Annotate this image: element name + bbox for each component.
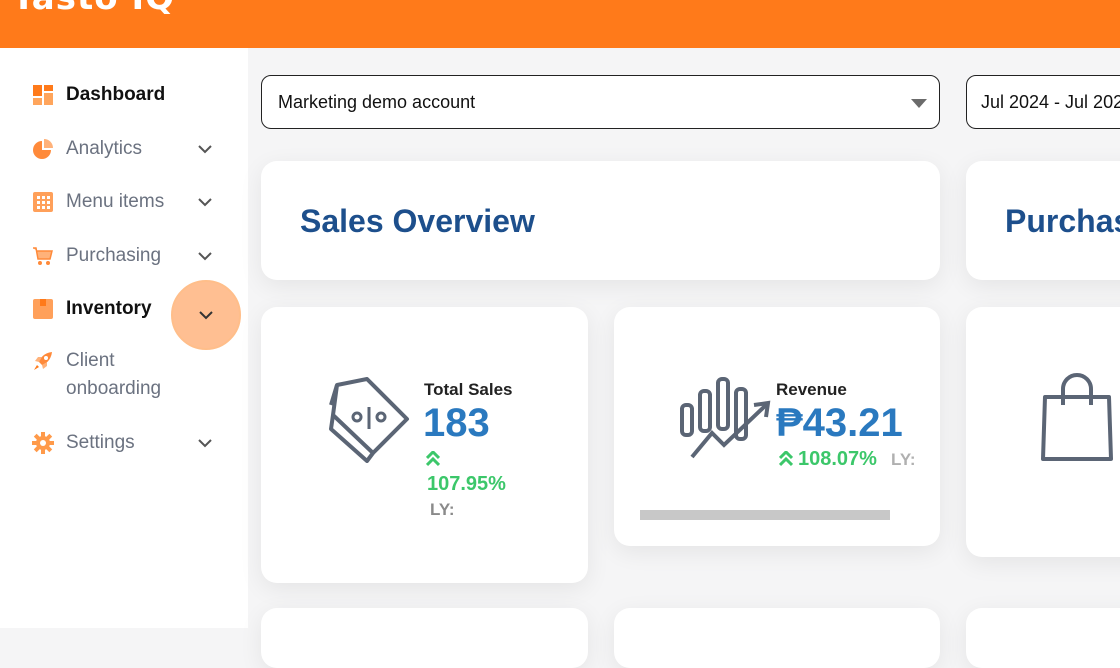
sales-overview-header: Sales Overview xyxy=(261,161,940,280)
sidebar-item-dashboard[interactable]: Dashboard xyxy=(32,80,222,110)
box-icon xyxy=(32,298,54,320)
price-tag-icon xyxy=(327,373,415,468)
brand-logo: Tasto IQ xyxy=(12,0,175,18)
purchasing-overview-header: Purchasing Overview xyxy=(966,161,1120,280)
sidebar-item-inventory[interactable]: Inventory xyxy=(32,294,222,324)
trend-chart-icon xyxy=(680,375,772,466)
sidebar-item-client-onboarding[interactable]: Client onboarding xyxy=(32,347,222,407)
sidebar-item-label: Purchasing xyxy=(66,245,162,266)
date-range-value: Jul 2024 - Jul 2024 xyxy=(981,91,1120,112)
scrollbar[interactable] xyxy=(640,510,890,520)
metric-title: Total Sales xyxy=(424,380,513,399)
metric-value: 183 xyxy=(423,401,490,445)
grid-icon xyxy=(32,191,54,213)
caret-down-icon xyxy=(911,99,927,108)
bottom-card xyxy=(261,608,588,668)
rocket-icon xyxy=(32,350,54,372)
metric-last-year: LY: xyxy=(430,500,455,519)
cart-icon xyxy=(32,245,54,267)
sidebar-item-label: Client xyxy=(66,350,115,371)
shopping-bag-icon xyxy=(1039,373,1115,468)
metric-title: Revenue xyxy=(776,380,847,399)
bottom-card xyxy=(966,608,1120,668)
inventory-expand-button[interactable] xyxy=(171,280,241,350)
revenue-card[interactable]: Revenue ₱43.21 108.07% LY: xyxy=(614,307,940,546)
account-select[interactable]: Marketing demo account xyxy=(261,75,940,129)
sidebar-item-menu-items[interactable]: Menu items xyxy=(32,187,222,217)
sidebar-item-label: onboarding xyxy=(66,378,162,399)
sidebar-item-purchasing[interactable]: Purchasing xyxy=(32,241,222,271)
bottom-card xyxy=(614,608,940,668)
sidebar-item-label: Analytics xyxy=(66,138,143,159)
dashboard-icon xyxy=(32,84,54,106)
double-chevron-up-icon xyxy=(425,449,441,472)
chevron-down-icon xyxy=(199,310,213,319)
section-title: Purchasing Overview xyxy=(1005,203,1120,239)
metric-change: 107.95% xyxy=(427,473,506,495)
double-chevron-up-icon xyxy=(778,449,794,472)
metric-value: ₱43.21 xyxy=(776,401,903,445)
gear-icon xyxy=(32,432,54,454)
section-title: Sales Overview xyxy=(300,203,535,239)
chevron-down-icon[interactable] xyxy=(194,432,216,454)
chevron-down-icon[interactable] xyxy=(194,245,216,267)
sidebar-item-analytics[interactable]: Analytics xyxy=(32,134,222,164)
sidebar-item-label: Menu items xyxy=(66,191,165,212)
sidebar-item-label: Inventory xyxy=(66,298,152,319)
total-sales-card[interactable]: Total Sales 183 107.95% LY: xyxy=(261,307,588,583)
sidebar-item-label: Settings xyxy=(66,432,135,453)
pie-chart-icon xyxy=(32,138,54,160)
metric-last-year: LY: xyxy=(891,450,916,469)
sidebar-item-label: Dashboard xyxy=(66,84,166,105)
purchasing-card[interactable] xyxy=(966,307,1120,557)
top-bar: Tasto IQ xyxy=(0,0,1120,48)
account-select-value: Marketing demo account xyxy=(278,91,476,112)
metric-change: 108.07% xyxy=(798,448,877,470)
date-range-picker[interactable]: Jul 2024 - Jul 2024 xyxy=(966,75,1120,129)
chevron-down-icon[interactable] xyxy=(194,191,216,213)
sidebar-item-settings[interactable]: Settings xyxy=(32,428,222,458)
chevron-down-icon[interactable] xyxy=(194,138,216,160)
